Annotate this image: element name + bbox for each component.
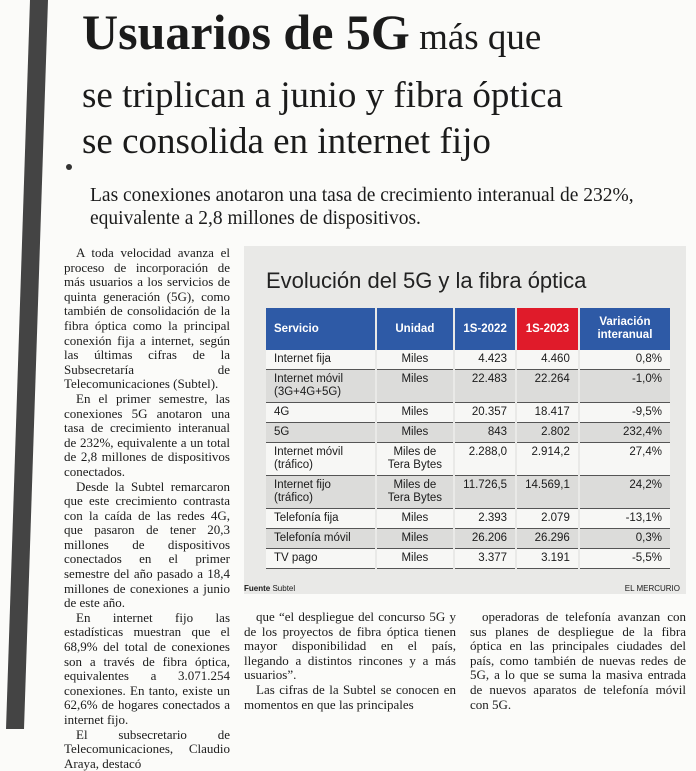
table-row: Telefonía móvil Miles 26.206 26.296 0,3% <box>266 528 673 549</box>
table-cell: Miles de Tera Bytes <box>375 475 456 509</box>
paragraph: que “el despliegue del concurso 5G y de … <box>244 609 456 683</box>
table-cell: Miles <box>375 369 456 403</box>
headline-bold: Usuarios de 5G <box>82 4 410 60</box>
lede: Las conexiones anotaron una tasa de crec… <box>90 185 634 229</box>
table-cell: -5,5% <box>578 548 673 569</box>
table-cell: Miles <box>375 528 456 549</box>
table-cell: 5G <box>266 422 377 443</box>
table-cell: -1,0% <box>578 369 673 403</box>
table-cell: 26.296 <box>516 528 580 549</box>
table-cell: 232,4% <box>578 422 673 443</box>
table-cell: 0,3% <box>578 528 673 549</box>
table-cell: 22.483 <box>454 369 518 403</box>
header-cell: Servicio <box>266 308 377 350</box>
table-box: Evolución del 5G y la fibra óptica Servi… <box>244 246 686 594</box>
table-cell: 2.914,2 <box>516 442 580 476</box>
table-cell: Internet móvil (tráfico) <box>266 442 377 476</box>
bullet <box>66 164 72 170</box>
paragraph: En el primer semestre, las conexiones 5G… <box>64 390 230 479</box>
table-cell: 843 <box>454 422 518 443</box>
table-cell: Miles <box>375 508 456 529</box>
credit: EL MERCURIO <box>624 584 680 593</box>
decor-slash <box>6 0 48 729</box>
table-cell: -13,1% <box>578 508 673 529</box>
page: Usuarios de 5G {"headline":{"bold":"Usua… <box>6 0 686 771</box>
table-cell: 20.357 <box>454 402 518 423</box>
table-cell: 27,4% <box>578 442 673 476</box>
table-row: Internet móvil (tráfico) Miles de Tera By… <box>266 442 673 476</box>
table-cell: 26.206 <box>454 528 518 549</box>
header-cell: Unidad <box>375 308 456 350</box>
table-cell: 22.264 <box>516 369 580 403</box>
table-body: Internet fija Miles 4.423 4.460 0,8% Internet… <box>266 350 673 569</box>
table-cell: 2.802 <box>516 422 580 443</box>
table-cell: Internet fija <box>266 350 377 370</box>
header-row: Servicio Unidad 1S-2022 1S-2023 Variación in… <box>266 308 673 350</box>
table-cell: 11.726,5 <box>454 475 518 509</box>
table-cell: 14.569,1 <box>516 475 580 509</box>
paragraph: A toda velocidad avanza el proceso de in… <box>64 245 230 392</box>
table-cell: 2.079 <box>516 508 580 529</box>
table-cell: Internet fijo (tráfico) <box>266 475 377 509</box>
table-cell: 4.423 <box>454 350 518 370</box>
header-cell: Variación interanual <box>578 308 673 350</box>
table-cell: Internet móvil (3G+4G+5G) <box>266 369 377 403</box>
table-row: Internet fija Miles 4.423 4.460 0,8% <box>266 350 673 370</box>
headline-line: se consolida en internet fijo <box>82 121 491 162</box>
table-row: 4G Miles 20.357 18.417 -9,5% <box>266 402 673 423</box>
column: operadoras de telefonía avanzan con sus … <box>470 609 686 712</box>
table-cell: 24,2% <box>578 475 673 509</box>
table-row: Telefonía fija Miles 2.393 2.079 -13,1% <box>266 508 673 529</box>
headline-text: más que <box>419 17 542 58</box>
page-body: Usuarios de 5G más que se triplican a ju… <box>6 0 686 771</box>
paragraph: Las cifras de la Subtel se conocen en mo… <box>244 681 456 712</box>
table-cell: 3.377 <box>454 548 518 569</box>
column: A toda velocidad avanza el proceso de in… <box>64 245 230 771</box>
table-cell: 18.417 <box>516 402 580 423</box>
table-cell: Miles <box>375 548 456 569</box>
table-cell: 4G <box>266 402 377 423</box>
table-row: 5G Miles 843 2.802 232,4% <box>266 422 673 443</box>
table-cell: Miles <box>375 350 456 370</box>
table-cell: 4.460 <box>516 350 580 370</box>
table-cell: Miles de Tera Bytes <box>375 442 456 476</box>
table-cell: TV pago <box>266 548 377 569</box>
table-cell: Miles <box>375 422 456 443</box>
table-cell: Telefonía móvil <box>266 528 377 549</box>
headline-line: se triplican a junio y fibra óptica <box>82 75 563 116</box>
table-cell: -9,5% <box>578 402 673 423</box>
table-title: Evolución del 5G y la fibra óptica <box>266 268 587 293</box>
paragraph: El subsecretario de Telecomunicaciones, … <box>64 726 230 771</box>
table-footer: Fuente Subtel EL MERCURIO <box>244 584 686 593</box>
paragraph: Desde la Subtel remarcaron que este crec… <box>64 478 230 611</box>
headline-line: Usuarios de 5G más que <box>82 7 542 60</box>
source-label: Fuente <box>244 584 271 593</box>
table-cell: 0,8% <box>578 350 673 370</box>
table-row: TV pago Miles 3.377 3.191 -5,5% <box>266 548 673 569</box>
header-cell: 1S-2023 <box>516 308 580 350</box>
table-cell: Telefonía fija <box>266 508 377 529</box>
column: que “el despliegue del concurso 5G y de … <box>244 609 456 712</box>
table-cell: 2.393 <box>454 508 518 529</box>
table-row: Internet fijo (tráfico) Miles de Tera Byt… <box>266 475 673 509</box>
data-table: Servicio Unidad 1S-2022 1S-2023 Variación in… <box>266 308 673 569</box>
table-cell: 3.191 <box>516 548 580 569</box>
table-row: Internet móvil (3G+4G+5G) Miles 22.483 22.2… <box>266 369 673 403</box>
table-cell: 2.288,0 <box>454 442 518 476</box>
table-cell: Miles <box>375 402 456 423</box>
paragraph: En internet fijo las estadísticas muestr… <box>64 609 230 727</box>
header-cell: 1S-2022 <box>454 308 518 350</box>
source: Subtel <box>272 584 296 593</box>
paragraph: operadoras de telefonía avanzan con sus … <box>470 609 686 712</box>
